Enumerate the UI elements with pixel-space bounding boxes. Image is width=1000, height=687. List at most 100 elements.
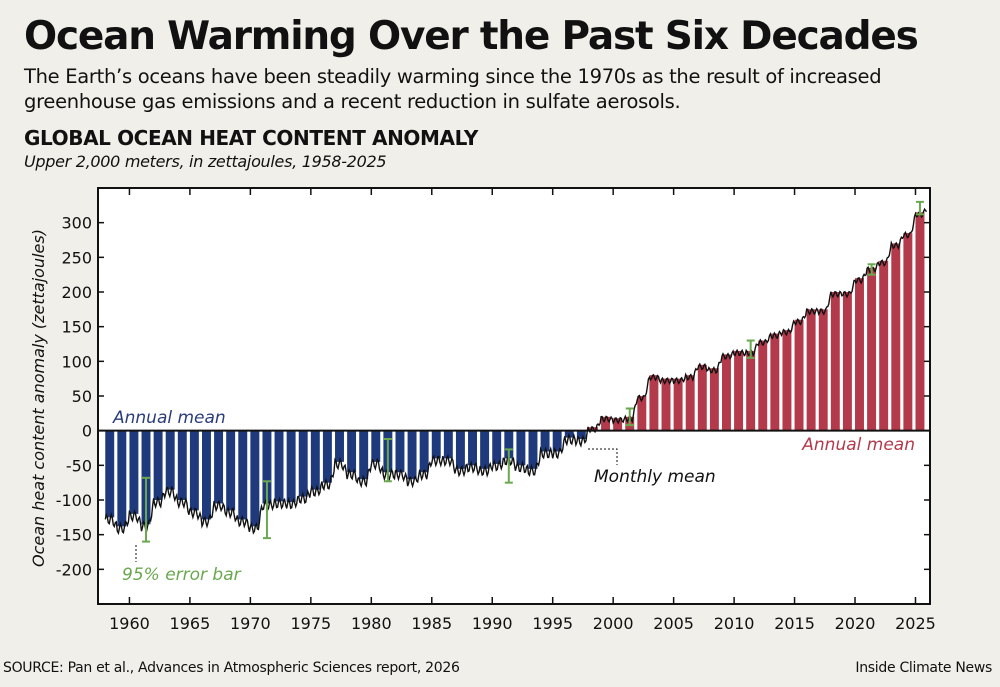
x-tick-label: 1970	[230, 614, 271, 633]
x-tick-label: 1995	[532, 614, 573, 633]
bar-1994	[540, 430, 550, 452]
y-tick-label: -50	[66, 456, 92, 475]
bar-2025	[915, 212, 925, 431]
bar-2020	[855, 278, 864, 431]
bar-1974	[298, 430, 308, 497]
bar-1978	[347, 430, 357, 473]
y-tick-label: 300	[61, 214, 92, 233]
bar-2017	[818, 309, 828, 431]
x-tick-label: 2020	[835, 614, 876, 633]
bar-2013	[770, 333, 780, 431]
bar-2022	[879, 260, 889, 431]
source-note: SOURCE: Pan et al., Advances in Atmosphe…	[3, 660, 460, 676]
annotation-annual-mean-left: Annual mean	[112, 408, 226, 428]
bar-1991	[504, 430, 514, 459]
annotation-annual-mean-right: Annual mean	[801, 435, 915, 455]
bar-1966	[202, 430, 211, 520]
bar-1970	[250, 430, 260, 527]
bar-2005	[673, 378, 683, 431]
bar-1959	[117, 430, 127, 527]
bar-2004	[661, 378, 671, 431]
bar-1996	[564, 430, 574, 438]
bar-2018	[830, 292, 840, 431]
y-tick-label: 250	[61, 248, 92, 267]
bar-2008	[709, 368, 719, 431]
bar-1979	[359, 430, 369, 480]
bar-1967	[214, 430, 224, 504]
bar-1999	[601, 416, 611, 431]
y-tick-label: 100	[61, 352, 92, 371]
bar-1995	[552, 430, 562, 452]
bar-1987	[455, 430, 465, 469]
x-tick-label: 1985	[411, 614, 452, 633]
bar-1977	[335, 430, 344, 462]
monthly-mean-line	[104, 207, 928, 536]
bar-2019	[842, 292, 852, 431]
x-tick-label: 2000	[593, 614, 634, 633]
bar-2012	[758, 340, 768, 431]
bar-2021	[867, 267, 877, 431]
bar-1982	[395, 430, 405, 473]
bar-1973	[286, 430, 296, 503]
page-title: Ocean Warming Over the Past Six Decades	[24, 14, 919, 59]
x-tick-label: 1965	[170, 614, 211, 633]
bar-2000	[613, 418, 623, 431]
bar-2006	[685, 375, 695, 431]
annotation-error-bar: 95% error bar	[122, 565, 242, 585]
y-tick-label: -150	[56, 526, 92, 545]
bar-2014	[782, 330, 792, 431]
x-tick-label: 2005	[653, 614, 694, 633]
bar-2023	[891, 243, 901, 431]
bar-1980	[371, 430, 381, 462]
y-tick-label: 0	[82, 422, 92, 441]
bar-1984	[419, 430, 429, 473]
bar-2002	[637, 396, 647, 431]
credit: Inside Climate News	[855, 660, 992, 676]
bar-1989	[480, 430, 490, 469]
bar-1990	[492, 430, 502, 464]
x-tick-label: 2025	[895, 614, 936, 633]
y-tick-label: 50	[72, 387, 92, 406]
y-tick-label: 200	[61, 283, 92, 302]
monthly-mean-leader	[588, 448, 618, 465]
bar-1971	[262, 430, 272, 504]
x-tick-label: 1980	[351, 614, 392, 633]
bar-1969	[238, 430, 248, 520]
x-tick-label: 2015	[774, 614, 815, 633]
bar-1965	[189, 430, 199, 511]
bar-2009	[722, 354, 731, 431]
chart-title: GLOBAL OCEAN HEAT CONTENT ANOMALY	[24, 126, 478, 150]
y-tick-label: 150	[61, 318, 92, 337]
bar-1964	[177, 430, 187, 500]
y-tick-label: -100	[56, 491, 92, 510]
bar-1968	[226, 430, 236, 511]
bar-1972	[274, 430, 284, 502]
bar-1960	[129, 430, 139, 514]
bar-1962	[153, 430, 163, 500]
bar-1963	[165, 430, 175, 490]
bar-1983	[407, 430, 417, 480]
plot-area	[97, 187, 931, 605]
bar-1958	[105, 430, 115, 518]
bar-1993	[528, 430, 538, 469]
bar-2011	[746, 350, 756, 431]
bar-1997	[576, 430, 586, 439]
annotation-monthly-mean: Monthly mean	[594, 467, 716, 487]
x-tick-label: 1975	[290, 614, 331, 633]
x-tick-label: 2010	[714, 614, 755, 633]
bar-2015	[794, 319, 804, 431]
bar-1988	[468, 430, 477, 466]
bar-1985	[431, 430, 441, 459]
x-tick-label: 1990	[472, 614, 513, 633]
bar-2003	[649, 375, 659, 431]
chart-subtitle: Upper 2,000 meters, in zettajoules, 1958…	[24, 152, 387, 171]
y-axis-label: Ocean heat content anomaly (zettajoules)	[29, 229, 48, 567]
bar-2007	[697, 364, 707, 431]
bar-1976	[322, 430, 332, 483]
bar-2016	[806, 309, 816, 431]
page-subtitle: The Earth’s oceans have been steadily wa…	[24, 65, 882, 113]
bar-1992	[516, 430, 526, 466]
x-tick-label: 1960	[109, 614, 150, 633]
bar-1975	[310, 430, 320, 490]
